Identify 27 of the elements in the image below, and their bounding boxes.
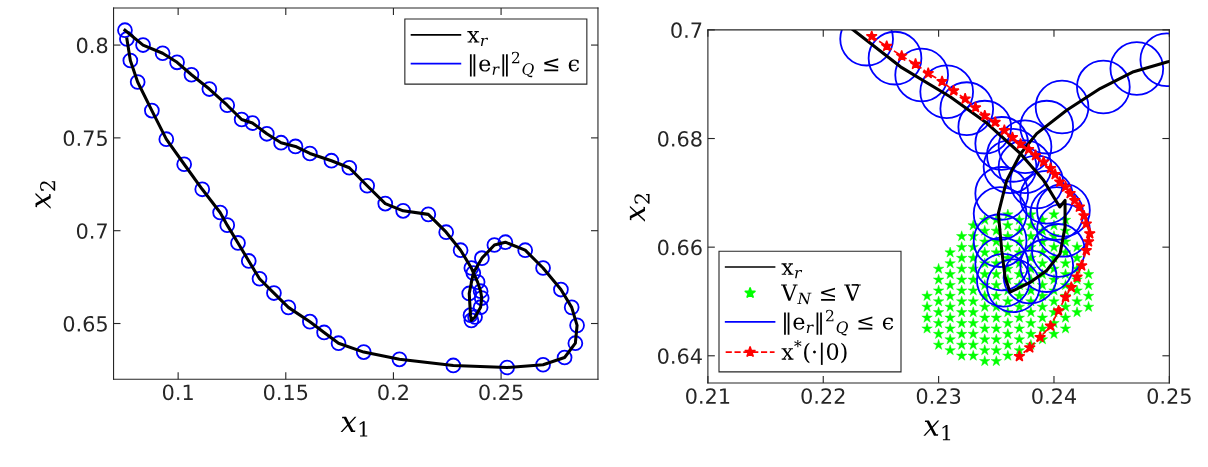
legend-label: V$_{N}$ ≤ V̄ xyxy=(781,284,861,305)
x-tick-label: 0.2 xyxy=(378,384,408,401)
y-tick-label: 0.66 xyxy=(658,239,702,256)
y-tick-label: 0.8 xyxy=(76,37,108,54)
x-axis-title: x$_{1}$ xyxy=(340,416,368,437)
x-tick-label: 0.25 xyxy=(479,384,523,401)
legend-label: x$_{r}$ xyxy=(781,263,803,279)
legend-label: ‖e$_{r}$‖$^{2}$$_{Q}$ ≤ ϵ xyxy=(469,51,580,78)
legend-label: x$^{*}$(·|0) xyxy=(781,340,847,365)
x-tick-label: 0.1 xyxy=(162,384,193,401)
x-tick-label: 0.15 xyxy=(263,384,308,401)
legend-label: x$_{r}$ xyxy=(467,31,489,47)
y-tick-label: 0.68 xyxy=(658,130,702,147)
x-tick-label: 0.24 xyxy=(1032,388,1077,404)
y-tick-label: 0.64 xyxy=(658,348,702,364)
legend-label: ‖e$_{r}$‖$^{2}$$_{Q}$ ≤ ϵ xyxy=(784,309,894,336)
x-tick-label: 0.25 xyxy=(1147,388,1191,404)
y-axis-title: x$_{2}$ xyxy=(629,194,650,222)
y-tick-label: 0.7 xyxy=(76,223,107,239)
y-tick-label: 0.7 xyxy=(671,22,702,39)
x-tick-label: 0.22 xyxy=(801,388,845,404)
x-tick-label: 0.23 xyxy=(916,388,961,404)
y-axis-title: x$_{2}$ xyxy=(35,181,56,209)
x-axis-title: x$_{1}$ xyxy=(923,420,951,441)
x-tick-label: 0.21 xyxy=(686,388,730,404)
y-tick-label: 0.65 xyxy=(63,315,107,332)
y-tick-label: 0.75 xyxy=(63,130,107,147)
